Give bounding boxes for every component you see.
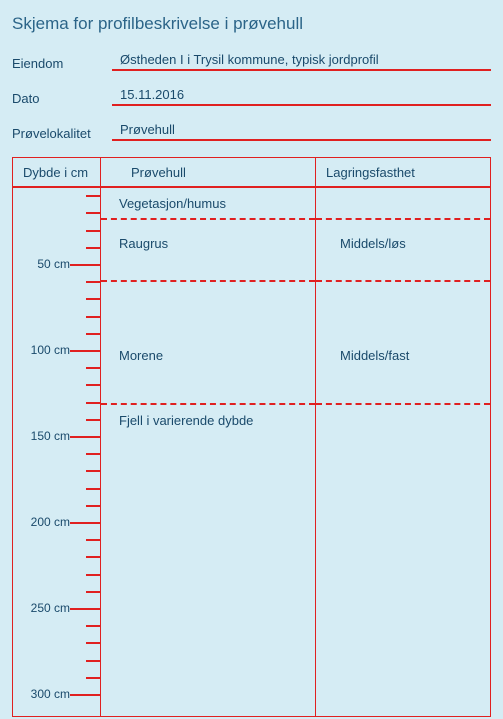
- tick-minor: [86, 591, 100, 593]
- depth-ruler: 50 cm 100 cm 150 cm 200 cm 250 cm 300 cm: [13, 188, 100, 716]
- tick-major: [70, 608, 100, 610]
- value-lokalitet: Prøvehull: [112, 122, 491, 141]
- tick-minor: [86, 539, 100, 541]
- tick-minor: [86, 660, 100, 662]
- tick-minor: [86, 281, 100, 283]
- tick-minor: [86, 419, 100, 421]
- label-dato: Dato: [12, 91, 112, 106]
- storage-los: Middels/løs: [340, 236, 406, 251]
- profile-grid: Dybde i cm Prøvehull Lagringsfasthet 50 …: [12, 157, 491, 717]
- value-dato: 15.11.2016: [112, 87, 491, 106]
- tick-minor: [86, 333, 100, 335]
- sample-column: Vegetasjon/humus Raugrus Morene Fjell i …: [101, 188, 316, 716]
- tick-minor: [86, 230, 100, 232]
- storage-column: Middels/løs Middels/fast: [316, 188, 490, 716]
- tick-minor: [86, 367, 100, 369]
- grid-body: 50 cm 100 cm 150 cm 200 cm 250 cm 300 cm Vege…: [13, 188, 490, 716]
- tick-minor: [86, 505, 100, 507]
- tick-minor: [86, 556, 100, 558]
- tick-minor: [86, 470, 100, 472]
- tick-label: 300 cm: [31, 687, 70, 701]
- header-sample: Prøvehull: [101, 158, 316, 186]
- tick-minor: [86, 212, 100, 214]
- layer-divider: [101, 403, 315, 405]
- tick-minor: [86, 384, 100, 386]
- header-storage: Lagringsfasthet: [316, 158, 490, 186]
- tick-major: [70, 264, 100, 266]
- tick-label: 50 cm: [37, 257, 70, 271]
- tick-minor: [86, 625, 100, 627]
- layer-morene: Morene: [119, 348, 163, 363]
- meta-row-lokalitet: Prøvelokalitet Prøvehull: [12, 122, 491, 141]
- tick-minor: [86, 574, 100, 576]
- meta-row-dato: Dato 15.11.2016: [12, 87, 491, 106]
- depth-column: 50 cm 100 cm 150 cm 200 cm 250 cm 300 cm: [13, 188, 101, 716]
- tick-minor: [86, 316, 100, 318]
- layer-divider: [316, 280, 490, 282]
- tick-minor: [86, 488, 100, 490]
- meta-row-eiendom: Eiendom Østheden I i Trysil kommune, typ…: [12, 52, 491, 71]
- tick-major: [70, 350, 100, 352]
- tick-label: 150 cm: [31, 429, 70, 443]
- value-eiendom: Østheden I i Trysil kommune, typisk jord…: [112, 52, 491, 71]
- tick-minor: [86, 677, 100, 679]
- layer-divider: [316, 218, 490, 220]
- layer-fjell: Fjell i varierende dybde: [119, 413, 253, 428]
- storage-fast: Middels/fast: [340, 348, 409, 363]
- page-title: Skjema for profilbeskrivelse i prøvehull: [12, 14, 491, 34]
- header-depth: Dybde i cm: [13, 158, 101, 186]
- grid-header: Dybde i cm Prøvehull Lagringsfasthet: [13, 158, 490, 188]
- tick-major: [70, 436, 100, 438]
- layer-vegetasjon: Vegetasjon/humus: [119, 196, 226, 211]
- tick-minor: [86, 247, 100, 249]
- tick-major: [70, 694, 100, 696]
- form-page: Skjema for profilbeskrivelse i prøvehull…: [0, 0, 503, 719]
- tick-major: [70, 522, 100, 524]
- tick-label: 100 cm: [31, 343, 70, 357]
- tick-minor: [86, 453, 100, 455]
- layer-divider: [316, 403, 490, 405]
- tick-label: 200 cm: [31, 515, 70, 529]
- tick-minor: [86, 642, 100, 644]
- layer-divider: [101, 218, 315, 220]
- layer-raugrus: Raugrus: [119, 236, 168, 251]
- tick-minor: [86, 402, 100, 404]
- layer-divider: [101, 280, 315, 282]
- tick-minor: [86, 195, 100, 197]
- tick-minor: [86, 298, 100, 300]
- label-eiendom: Eiendom: [12, 56, 112, 71]
- tick-label: 250 cm: [31, 601, 70, 615]
- label-lokalitet: Prøvelokalitet: [12, 126, 112, 141]
